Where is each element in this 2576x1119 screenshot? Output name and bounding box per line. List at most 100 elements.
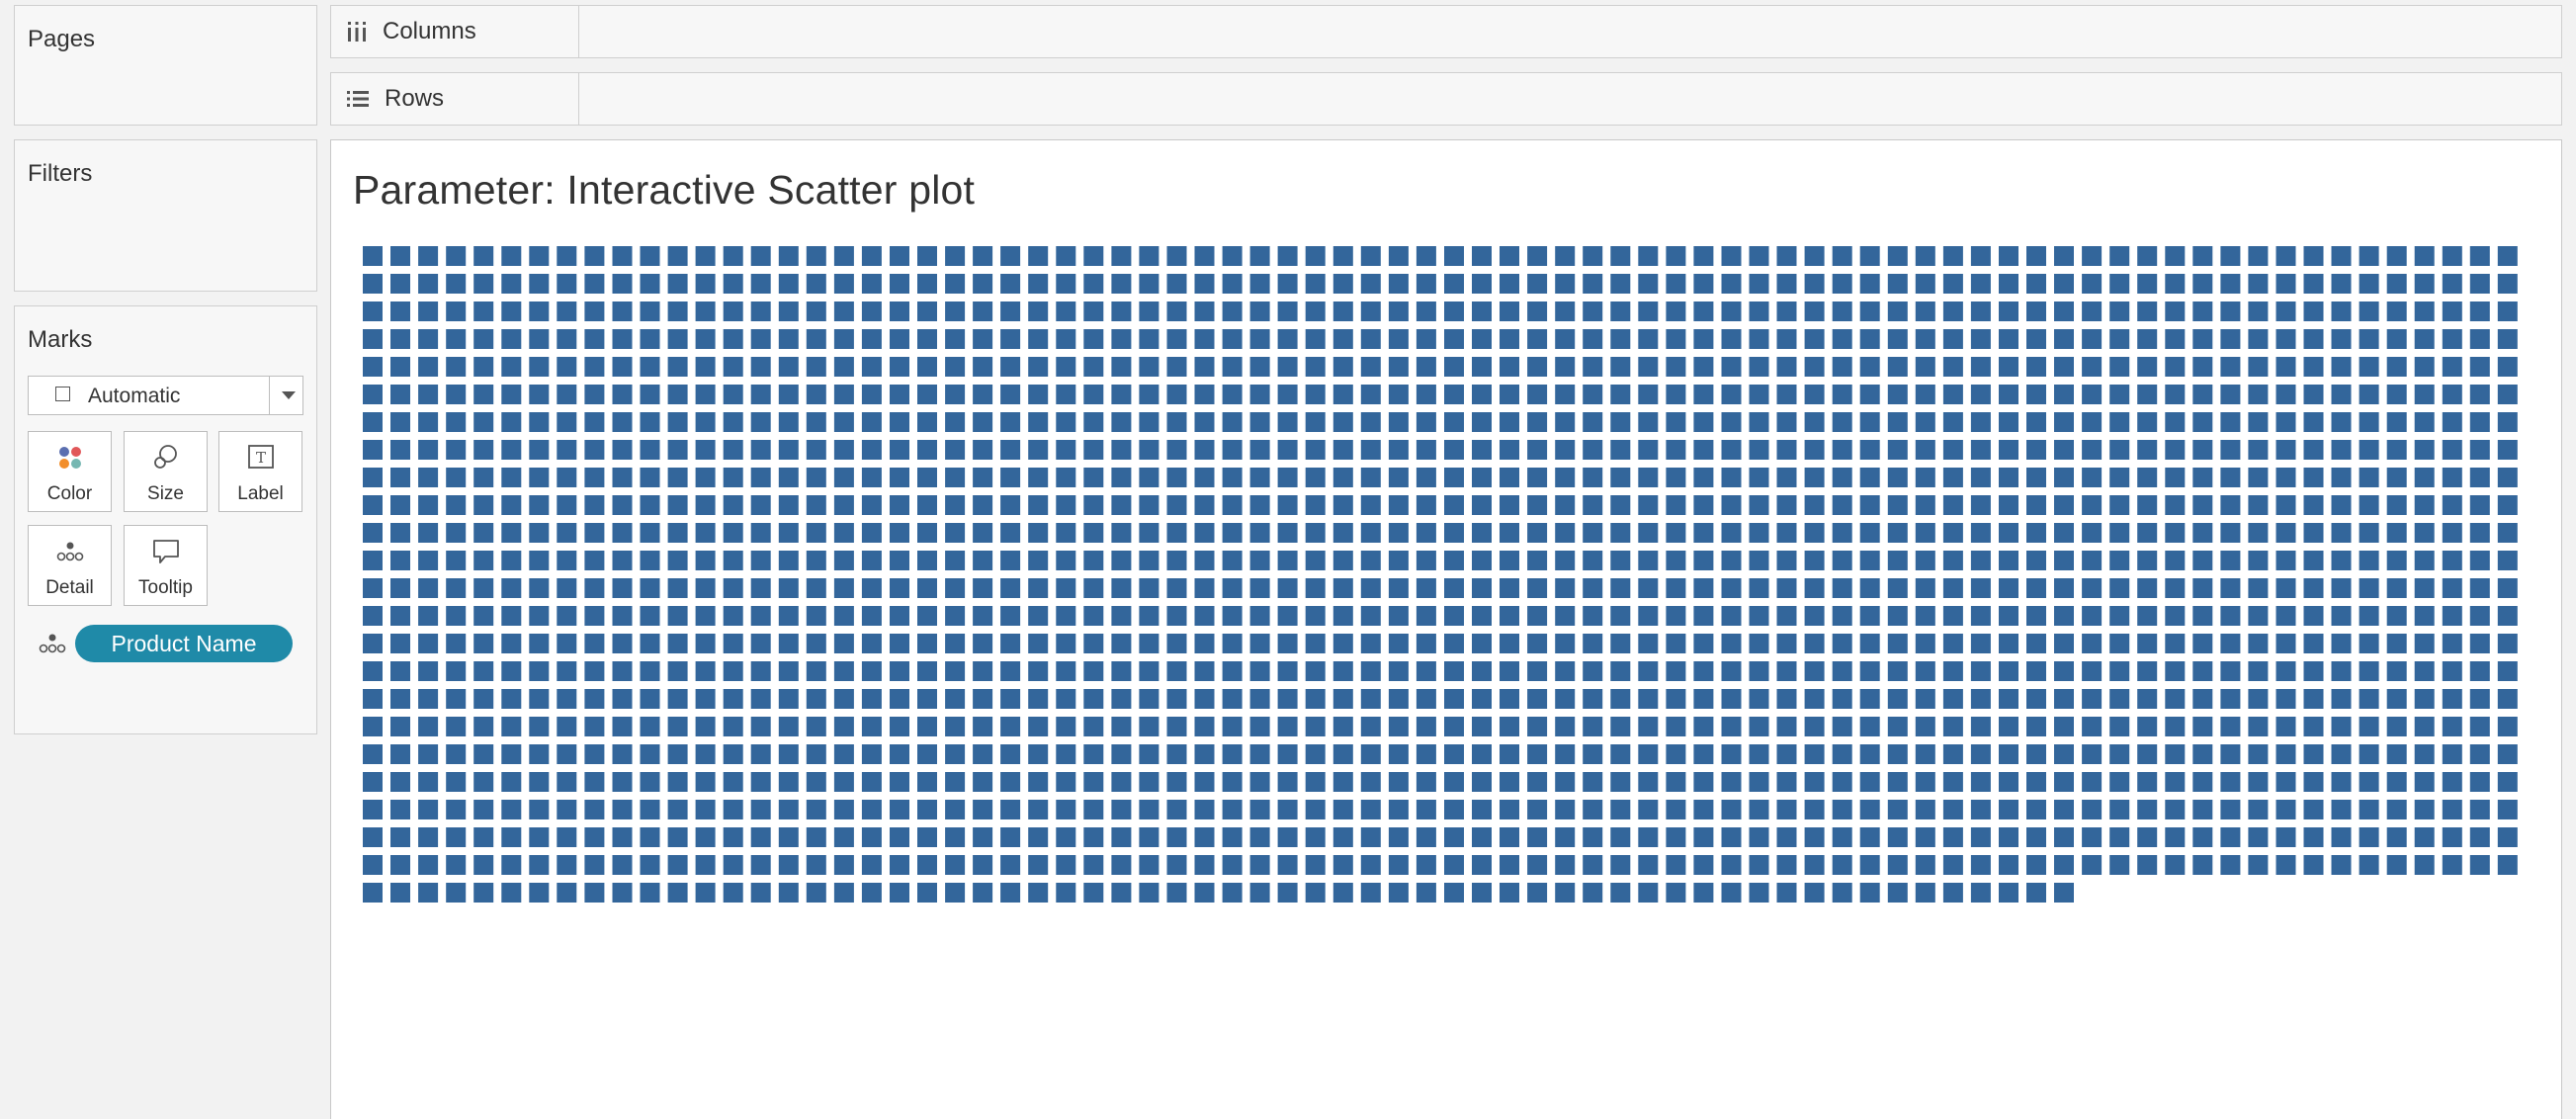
scatter-mark[interactable] <box>1942 744 1963 764</box>
scatter-mark[interactable] <box>640 551 660 570</box>
scatter-mark[interactable] <box>973 468 993 487</box>
scatter-mark[interactable] <box>695 301 716 321</box>
scatter-mark[interactable] <box>446 883 467 903</box>
scatter-mark[interactable] <box>1277 772 1298 792</box>
scatter-mark[interactable] <box>1776 357 1797 377</box>
scatter-mark[interactable] <box>1416 744 1436 764</box>
scatter-mark[interactable] <box>612 551 633 570</box>
scatter-mark[interactable] <box>473 717 494 736</box>
scatter-mark[interactable] <box>1332 661 1353 681</box>
scatter-mark[interactable] <box>1555 329 1576 349</box>
scatter-mark[interactable] <box>1666 883 1686 903</box>
scatter-mark[interactable] <box>1527 827 1548 847</box>
scatter-mark[interactable] <box>1416 606 1436 626</box>
scatter-mark[interactable] <box>750 744 771 764</box>
scatter-mark[interactable] <box>1416 440 1436 460</box>
scatter-mark[interactable] <box>667 246 688 266</box>
scatter-mark[interactable] <box>1416 578 1436 598</box>
scatter-mark[interactable] <box>1527 717 1548 736</box>
scatter-mark[interactable] <box>1776 246 1797 266</box>
scatter-mark[interactable] <box>1970 468 1991 487</box>
scatter-mark[interactable] <box>1056 855 1076 875</box>
scatter-mark[interactable] <box>557 855 577 875</box>
scatter-mark[interactable] <box>529 717 550 736</box>
scatter-mark[interactable] <box>1804 827 1825 847</box>
scatter-mark[interactable] <box>1583 827 1603 847</box>
scatter-mark[interactable] <box>1915 357 1935 377</box>
scatter-mark[interactable] <box>1056 772 1076 792</box>
scatter-mark[interactable] <box>2248 717 2269 736</box>
scatter-mark[interactable] <box>2165 578 2186 598</box>
scatter-mark[interactable] <box>861 551 882 570</box>
scatter-mark[interactable] <box>890 634 909 653</box>
scatter-mark[interactable] <box>2137 246 2158 266</box>
scatter-mark[interactable] <box>1139 468 1159 487</box>
scatter-mark[interactable] <box>1416 661 1436 681</box>
scatter-mark[interactable] <box>1166 246 1187 266</box>
scatter-mark[interactable] <box>2026 827 2046 847</box>
scatter-mark[interactable] <box>750 329 771 349</box>
scatter-mark[interactable] <box>945 717 966 736</box>
scatter-mark[interactable] <box>2054 772 2074 792</box>
scatter-mark[interactable] <box>418 357 439 377</box>
scatter-mark[interactable] <box>945 440 966 460</box>
scatter-mark[interactable] <box>1249 578 1270 598</box>
scatter-mark[interactable] <box>917 578 937 598</box>
scatter-mark[interactable] <box>1332 329 1353 349</box>
scatter-mark[interactable] <box>1416 689 1436 709</box>
scatter-mark[interactable] <box>1527 357 1548 377</box>
scatter-mark[interactable] <box>1721 800 1742 819</box>
scatter-mark[interactable] <box>723 495 743 515</box>
scatter-mark[interactable] <box>1416 495 1436 515</box>
scatter-mark[interactable] <box>1776 744 1797 764</box>
scatter-mark[interactable] <box>1249 744 1270 764</box>
scatter-mark[interactable] <box>584 827 605 847</box>
scatter-mark[interactable] <box>667 606 688 626</box>
scatter-mark[interactable] <box>529 578 550 598</box>
scatter-mark[interactable] <box>2026 883 2046 903</box>
scatter-mark[interactable] <box>1444 827 1464 847</box>
scatter-mark[interactable] <box>2303 329 2324 349</box>
scatter-mark[interactable] <box>1305 883 1326 903</box>
scatter-mark[interactable] <box>1028 385 1049 404</box>
scatter-mark[interactable] <box>473 385 494 404</box>
scatter-mark[interactable] <box>2386 301 2407 321</box>
scatter-mark[interactable] <box>446 301 467 321</box>
scatter-mark[interactable] <box>1360 689 1381 709</box>
scatter-mark[interactable] <box>1693 495 1714 515</box>
scatter-mark[interactable] <box>501 717 522 736</box>
scatter-mark[interactable] <box>363 468 383 487</box>
scatter-mark[interactable] <box>2026 634 2046 653</box>
scatter-mark[interactable] <box>2165 634 2186 653</box>
scatter-mark[interactable] <box>1887 468 1908 487</box>
scatter-mark[interactable] <box>1776 274 1797 294</box>
scatter-mark[interactable] <box>723 301 743 321</box>
scatter-mark[interactable] <box>1942 634 1963 653</box>
scatter-mark[interactable] <box>1111 827 1132 847</box>
scatter-mark[interactable] <box>723 661 743 681</box>
scatter-mark[interactable] <box>1139 551 1159 570</box>
scatter-mark[interactable] <box>1887 301 1908 321</box>
scatter-mark[interactable] <box>418 717 439 736</box>
scatter-mark[interactable] <box>1028 412 1049 432</box>
scatter-mark[interactable] <box>2331 412 2352 432</box>
scatter-mark[interactable] <box>2303 855 2324 875</box>
scatter-mark[interactable] <box>1222 523 1243 543</box>
scatter-mark[interactable] <box>529 827 550 847</box>
scatter-mark[interactable] <box>2359 606 2379 626</box>
scatter-mark[interactable] <box>2442 329 2462 349</box>
scatter-mark[interactable] <box>1915 634 1935 653</box>
scatter-mark[interactable] <box>1194 634 1215 653</box>
scatter-mark[interactable] <box>1222 385 1243 404</box>
scatter-mark[interactable] <box>890 412 909 432</box>
scatter-mark[interactable] <box>1305 827 1326 847</box>
scatter-mark[interactable] <box>612 246 633 266</box>
scatter-mark[interactable] <box>584 744 605 764</box>
scatter-mark[interactable] <box>1859 440 1880 460</box>
scatter-mark[interactable] <box>2359 301 2379 321</box>
scatter-mark[interactable] <box>2054 246 2074 266</box>
scatter-mark[interactable] <box>1500 634 1519 653</box>
scatter-mark[interactable] <box>1332 440 1353 460</box>
scatter-mark[interactable] <box>612 744 633 764</box>
scatter-mark[interactable] <box>2275 329 2296 349</box>
